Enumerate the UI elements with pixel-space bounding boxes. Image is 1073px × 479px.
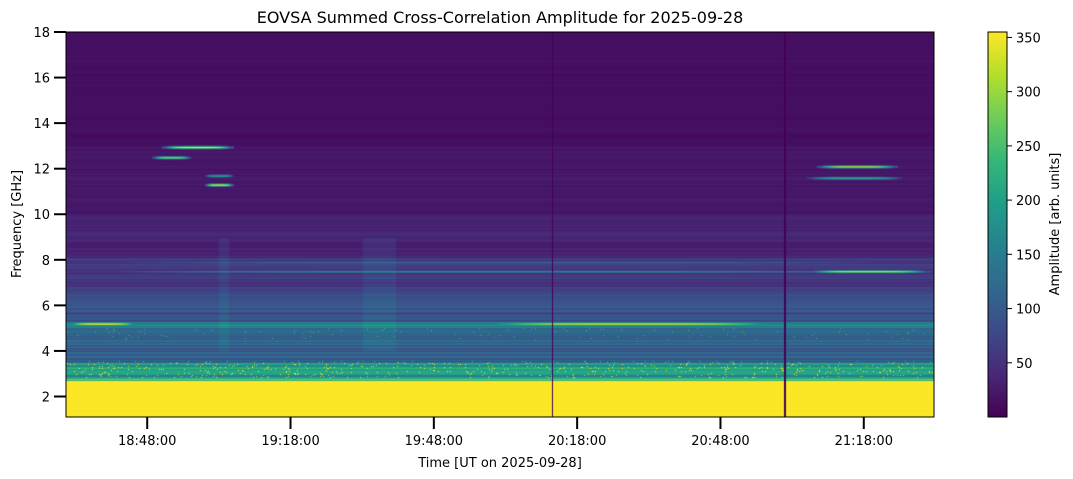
x-tick-label: 21:18:00 (835, 434, 893, 449)
colorbar-frame (987, 31, 1008, 418)
colorbar-tick-label: 150 (1016, 248, 1041, 263)
x-tick-label: 18:48:00 (118, 434, 176, 449)
y-tick-label: 10 (33, 208, 50, 223)
y-tick-label: 6 (42, 299, 50, 314)
plot-frame (65, 31, 935, 418)
y-tick-label: 14 (33, 117, 50, 132)
x-tick-label: 19:48:00 (405, 434, 463, 449)
y-tick-label: 12 (33, 163, 50, 178)
colorbar-gradient (988, 32, 1007, 417)
colorbar-tick-label: 300 (1016, 86, 1041, 101)
x-tick-label: 20:18:00 (548, 434, 606, 449)
colorbar-tick-label: 350 (1016, 31, 1041, 46)
colorbar-tick-label: 250 (1016, 140, 1041, 155)
colorbar-tick-label: 200 (1016, 194, 1041, 209)
y-tick-label: 2 (42, 390, 50, 405)
y-tick-label: 8 (42, 254, 50, 269)
y-axis-label: Frequency [GHz] (10, 170, 25, 278)
x-tick-label: 19:18:00 (261, 434, 319, 449)
x-axis-label: Time [UT on 2025-09-28] (417, 456, 582, 471)
chart-title: EOVSA Summed Cross-Correlation Amplitude… (257, 8, 744, 27)
y-tick-label: 4 (42, 345, 50, 360)
colorbar-tick-label: 50 (1016, 357, 1033, 372)
x-tick-label: 20:48:00 (691, 434, 749, 449)
heatmap-image (66, 32, 934, 417)
colorbar-tick-label: 100 (1016, 303, 1041, 318)
colorbar-label: Amplitude [arb. units] (1048, 153, 1063, 296)
y-tick-label: 16 (33, 72, 50, 87)
y-tick-label: 18 (33, 26, 50, 41)
